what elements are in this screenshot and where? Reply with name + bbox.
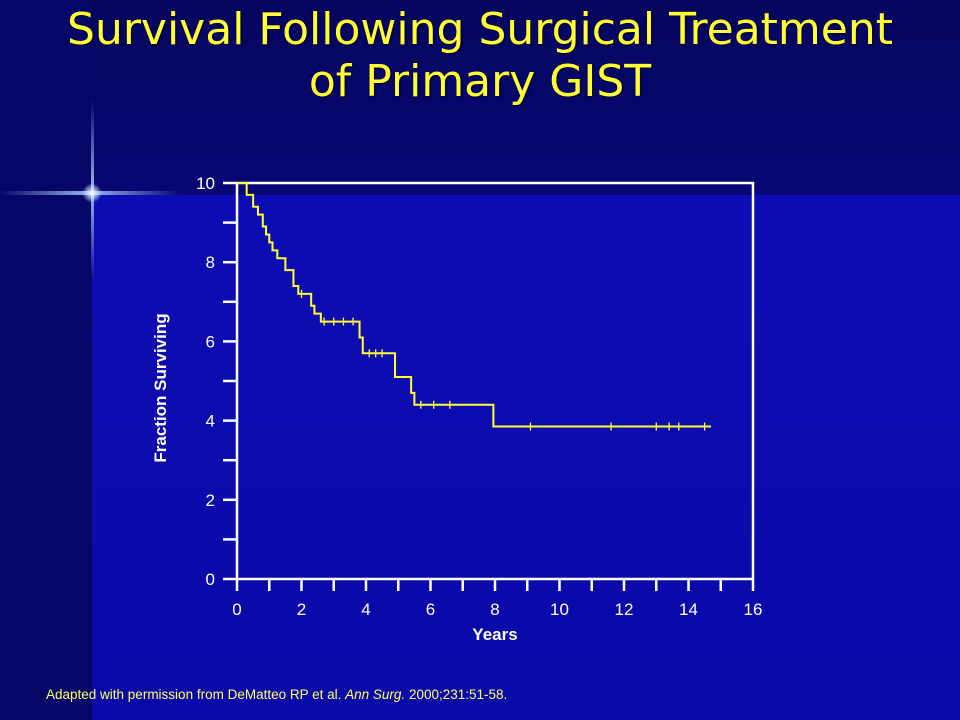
x-tick-label: 2 bbox=[297, 600, 306, 619]
y-tick-label: 2 bbox=[206, 491, 215, 510]
x-tick-label: 10 bbox=[550, 600, 569, 619]
light-flare-core bbox=[82, 183, 102, 203]
y-tick-label: 4 bbox=[206, 412, 215, 431]
x-tick-label: 4 bbox=[361, 600, 370, 619]
x-tick-label: 6 bbox=[426, 600, 435, 619]
y-axis-label: Fraction Surviving bbox=[151, 313, 170, 462]
censor-marks-layer bbox=[300, 289, 706, 431]
x-tick-label: 14 bbox=[679, 600, 698, 619]
slide-title: Survival Following Surgical Treatment of… bbox=[0, 4, 960, 108]
citation-footnote: Adapted with permission from DeMatteo RP… bbox=[46, 687, 507, 702]
x-tick-label: 12 bbox=[615, 600, 634, 619]
y-tick-label: 0 bbox=[206, 570, 215, 589]
slide-title-line2: of Primary GIST bbox=[308, 56, 652, 107]
citation-text: Adapted with permission from DeMatteo RP… bbox=[46, 687, 346, 702]
x-axis-ticks: 0 2 4 6 8 10 12 14 16 bbox=[232, 579, 762, 619]
plot-frame bbox=[235, 181, 755, 581]
background-left-strip bbox=[0, 0, 92, 720]
y-axis-ticks: 0 2 4 6 8 10 bbox=[196, 174, 237, 589]
x-tick-label: 0 bbox=[232, 600, 241, 619]
x-axis-label: Years bbox=[472, 625, 517, 644]
y-tick-label: 8 bbox=[206, 253, 215, 272]
background-top-band bbox=[92, 0, 960, 195]
slide-title-line1: Survival Following Surgical Treatment bbox=[67, 4, 893, 55]
survival-curve bbox=[237, 182, 712, 428]
y-tick-label: 10 bbox=[196, 174, 215, 193]
x-tick-label: 16 bbox=[744, 600, 763, 619]
x-tick-label: 8 bbox=[490, 600, 499, 619]
y-tick-label: 6 bbox=[206, 332, 215, 351]
citation-volume: 2000;231:51-58. bbox=[405, 687, 508, 702]
citation-journal: Ann Surg. bbox=[345, 687, 406, 702]
survival-curve-layer bbox=[237, 182, 712, 428]
